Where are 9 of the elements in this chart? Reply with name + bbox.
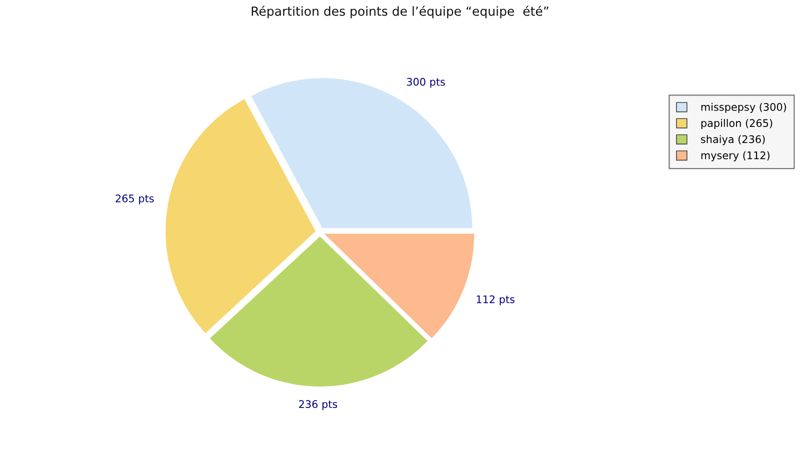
chart-title: Répartition des points de l’équipe “equipe été”	[252, 6, 548, 18]
data-label: 300 pts	[406, 78, 445, 88]
data-label: 265 pts	[116, 194, 154, 204]
legend-label: shaiya (236)	[701, 135, 765, 146]
data-label: 112 pts	[476, 295, 514, 306]
legend-label: papillon (265)	[701, 118, 772, 130]
data-label: 236 pts	[299, 400, 338, 410]
legend-label: mysery (112)	[701, 151, 770, 162]
legend-label: misspepsy (300)	[701, 102, 786, 113]
